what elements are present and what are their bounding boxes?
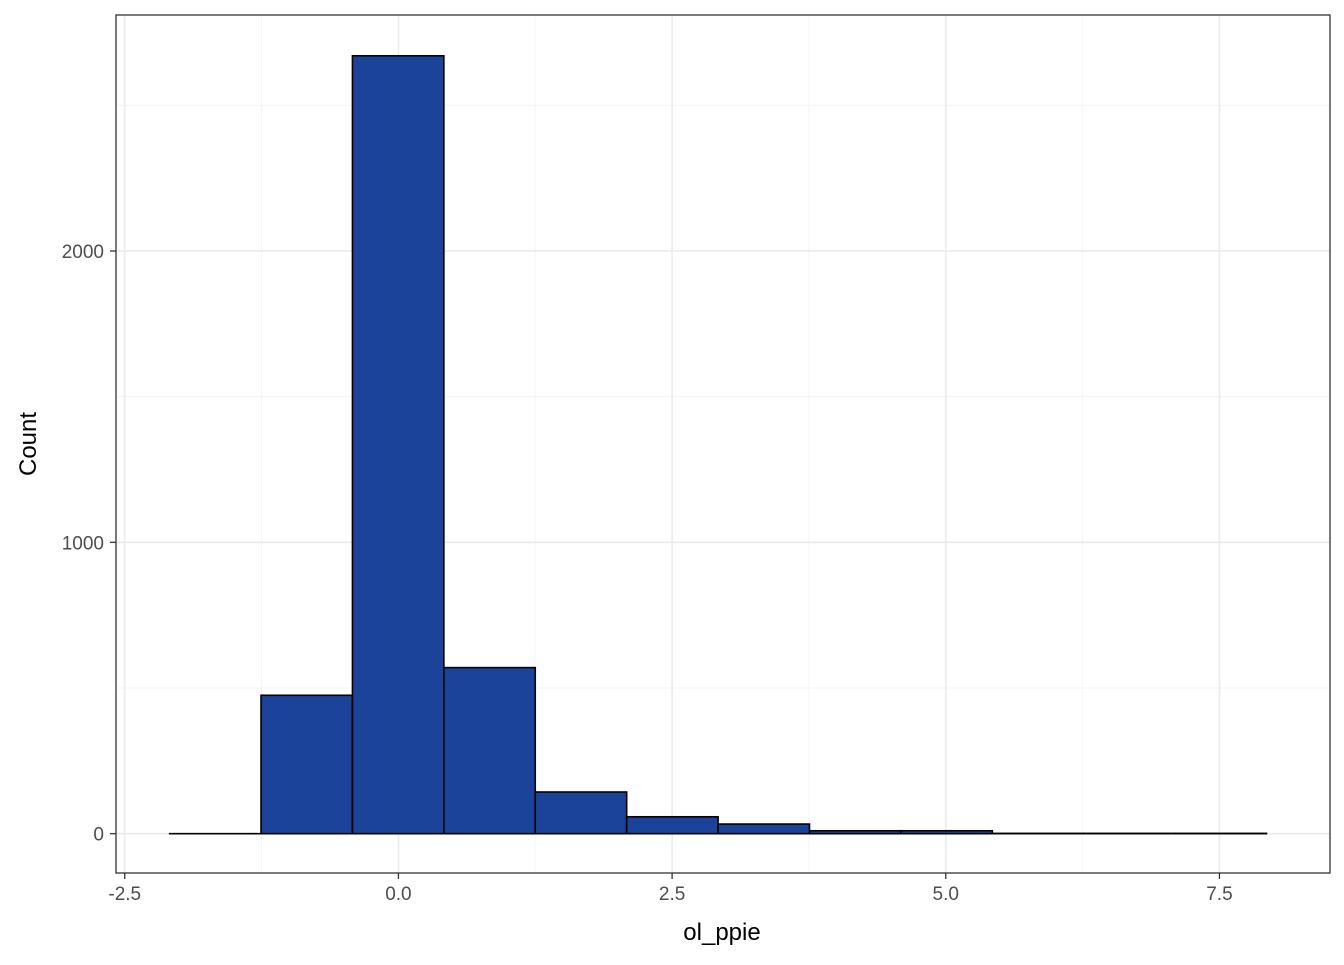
y-tick-label: 1000 <box>62 533 104 554</box>
histogram-bars <box>170 56 1267 834</box>
x-tick-label: 0.0 <box>385 884 411 905</box>
x-tick-label: -2.5 <box>108 884 141 905</box>
y-tick-label: 2000 <box>62 242 104 263</box>
y-tick-label: 0 <box>93 825 104 846</box>
x-tick-label: 7.5 <box>1206 884 1232 905</box>
x-axis-title: ol_ppie <box>683 919 760 946</box>
histogram-bar <box>718 824 809 834</box>
x-tick-label: 2.5 <box>659 884 685 905</box>
y-axis-title: Count <box>15 412 42 476</box>
axes: -2.5 0.0 2.5 5.0 7.5 0 1000 2000 <box>62 242 1233 905</box>
histogram-bar <box>627 817 718 834</box>
x-tick-label: 5.0 <box>933 884 959 905</box>
histogram-bar <box>261 695 352 833</box>
histogram-bar <box>352 56 443 834</box>
histogram-bar <box>535 792 626 834</box>
histogram-bar <box>901 831 992 834</box>
histogram-bar <box>444 668 535 834</box>
histogram-bar <box>809 831 900 834</box>
